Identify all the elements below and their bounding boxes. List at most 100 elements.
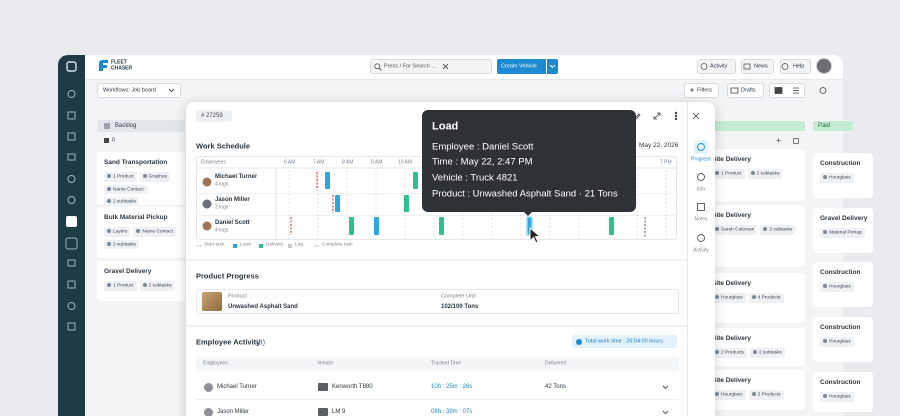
card-tag: 1 Product — [104, 172, 137, 182]
cursor — [529, 227, 542, 244]
view-toggle[interactable] — [769, 83, 805, 98]
close[interactable] — [692, 112, 700, 120]
search-box[interactable] — [370, 59, 492, 74]
product-row — [196, 289, 679, 314]
job-card[interactable]: Bulk Material Pickup Layers Name Contact 2 … — [97, 207, 185, 258]
select-all[interactable] — [793, 138, 799, 144]
brand: CHASER — [111, 65, 133, 72]
card-tag: 2 Products — [748, 390, 784, 400]
nav-tasks[interactable] — [65, 237, 78, 250]
column-header — [97, 120, 185, 132]
job-card[interactable]: Site Delivery Hourglass 2 Products — [705, 370, 805, 410]
card-tag: Hourglass — [712, 293, 746, 303]
search-clear[interactable] — [442, 63, 449, 70]
job-card[interactable]: Sand Transportation 1 Product Graphus Name … — [97, 152, 185, 205]
job-id: # 27259 — [201, 113, 223, 119]
nav-users[interactable] — [67, 196, 76, 204]
card-title: Construction — [820, 379, 861, 386]
card-tag: Hourglass — [820, 173, 854, 183]
expand[interactable] — [653, 112, 661, 120]
help-link[interactable] — [780, 59, 811, 74]
employee-name: Daniel Scott — [215, 220, 250, 226]
load-bar[interactable] — [325, 172, 330, 189]
nav-settings[interactable] — [67, 322, 76, 331]
delivery-bar[interactable] — [413, 172, 418, 189]
delivery-bar[interactable] — [349, 217, 354, 235]
vehicle-icon — [318, 383, 328, 391]
nav-map[interactable] — [67, 132, 76, 141]
news-link[interactable] — [741, 59, 774, 74]
nav-vehicles[interactable] — [67, 153, 76, 161]
job-card[interactable]: Construction Hourglass — [813, 372, 873, 412]
log-count: 4 logs — [215, 227, 229, 234]
row-expand[interactable] — [662, 385, 669, 390]
delivery-bar[interactable] — [609, 217, 614, 235]
column-title: Paid — [818, 123, 831, 129]
row-expand[interactable] — [662, 410, 669, 415]
logo-icon — [99, 60, 108, 71]
activity-link[interactable] — [697, 59, 736, 74]
card-tags: Hourglass — [820, 173, 866, 183]
card-tag: 1 Product — [104, 281, 137, 291]
delivery-bar[interactable] — [404, 195, 409, 212]
nav-search[interactable] — [67, 90, 76, 98]
activity-count: (3) — [256, 337, 266, 347]
vehicle: Kenworth T880 — [332, 384, 373, 390]
filters-label: Filters — [697, 86, 712, 93]
job-card[interactable]: Site Delivery Hourglass 4 Products — [705, 273, 805, 323]
column-count: 0 — [112, 137, 116, 144]
rail-divider — [687, 102, 688, 416]
card-tags: Material Pickup — [820, 228, 866, 238]
activity-link-label: Activity — [710, 62, 728, 69]
job-card[interactable]: Construction Hourglass — [813, 317, 873, 362]
card-tag: 2 subtasks — [139, 281, 175, 291]
column-header: Delivered — [545, 360, 567, 367]
card-tag: Sarah Coleman — [712, 225, 758, 235]
nav-jobs-active[interactable] — [66, 216, 77, 227]
job-card[interactable]: Site Delivery Sarah Coleman 2 subtasks — [705, 205, 805, 267]
job-card[interactable]: Construction Hourglass — [813, 153, 873, 198]
chevron — [168, 88, 175, 93]
job-card[interactable]: Gravel Delivery Material Pickup — [813, 208, 873, 253]
search-icon — [374, 63, 382, 71]
nav-analytics[interactable] — [67, 302, 76, 310]
tab-icons — [697, 143, 705, 242]
create-dropdown[interactable] — [547, 59, 558, 74]
nav-docs[interactable] — [67, 259, 76, 267]
job-card[interactable]: Site Delivery 1 Product 2 subtasks — [705, 149, 805, 201]
workflow-select[interactable] — [97, 83, 181, 98]
sidebar-toggle[interactable] — [66, 61, 77, 72]
tab-label[interactable]: Progress — [690, 156, 712, 163]
tab-icon-active[interactable] — [694, 140, 708, 154]
user-avatar[interactable] — [816, 58, 832, 74]
sidebar — [58, 55, 85, 416]
load-bar[interactable] — [335, 195, 340, 212]
card-tags: Layers Name Contact 2 subtasks — [104, 227, 178, 249]
tab-label[interactable]: Activity — [693, 247, 709, 254]
job-card[interactable]: Gravel Delivery 1 Product 2 subtasks — [97, 261, 185, 301]
create-button[interactable] — [497, 59, 546, 74]
tab-label[interactable]: Info — [696, 186, 706, 193]
tooltip-line: Time : May 22, 2:47 PM — [432, 156, 533, 168]
hour-label: 9 AM — [371, 159, 383, 166]
card-title: Construction — [820, 269, 861, 276]
nav-locations[interactable] — [67, 175, 76, 183]
filters-button[interactable] — [684, 83, 719, 98]
card-title: Site Delivery — [712, 377, 752, 384]
tab-label[interactable]: Notes — [694, 216, 708, 223]
drafts-button[interactable] — [727, 83, 764, 98]
add-card[interactable]: + — [776, 135, 782, 146]
job-card[interactable]: Site Delivery 2 Products 2 subtasks — [705, 328, 805, 366]
section-title: Product Progress — [196, 271, 259, 281]
nav-home[interactable] — [67, 111, 76, 120]
complete-unit: 102/100 Tons — [441, 304, 479, 310]
load-bar[interactable] — [374, 217, 379, 235]
job-card[interactable]: Construction Hourglass — [813, 262, 873, 307]
sidebar-icons — [65, 61, 78, 331]
delivery-bar[interactable] — [439, 217, 444, 235]
vehicle: LM 9 — [332, 409, 346, 415]
card-tag: 2 subtasks — [104, 239, 139, 249]
delivered: 42 Tons — [545, 384, 566, 390]
nav-reports[interactable] — [67, 280, 76, 289]
workflow-label: Workflows: Job board — [103, 86, 156, 93]
